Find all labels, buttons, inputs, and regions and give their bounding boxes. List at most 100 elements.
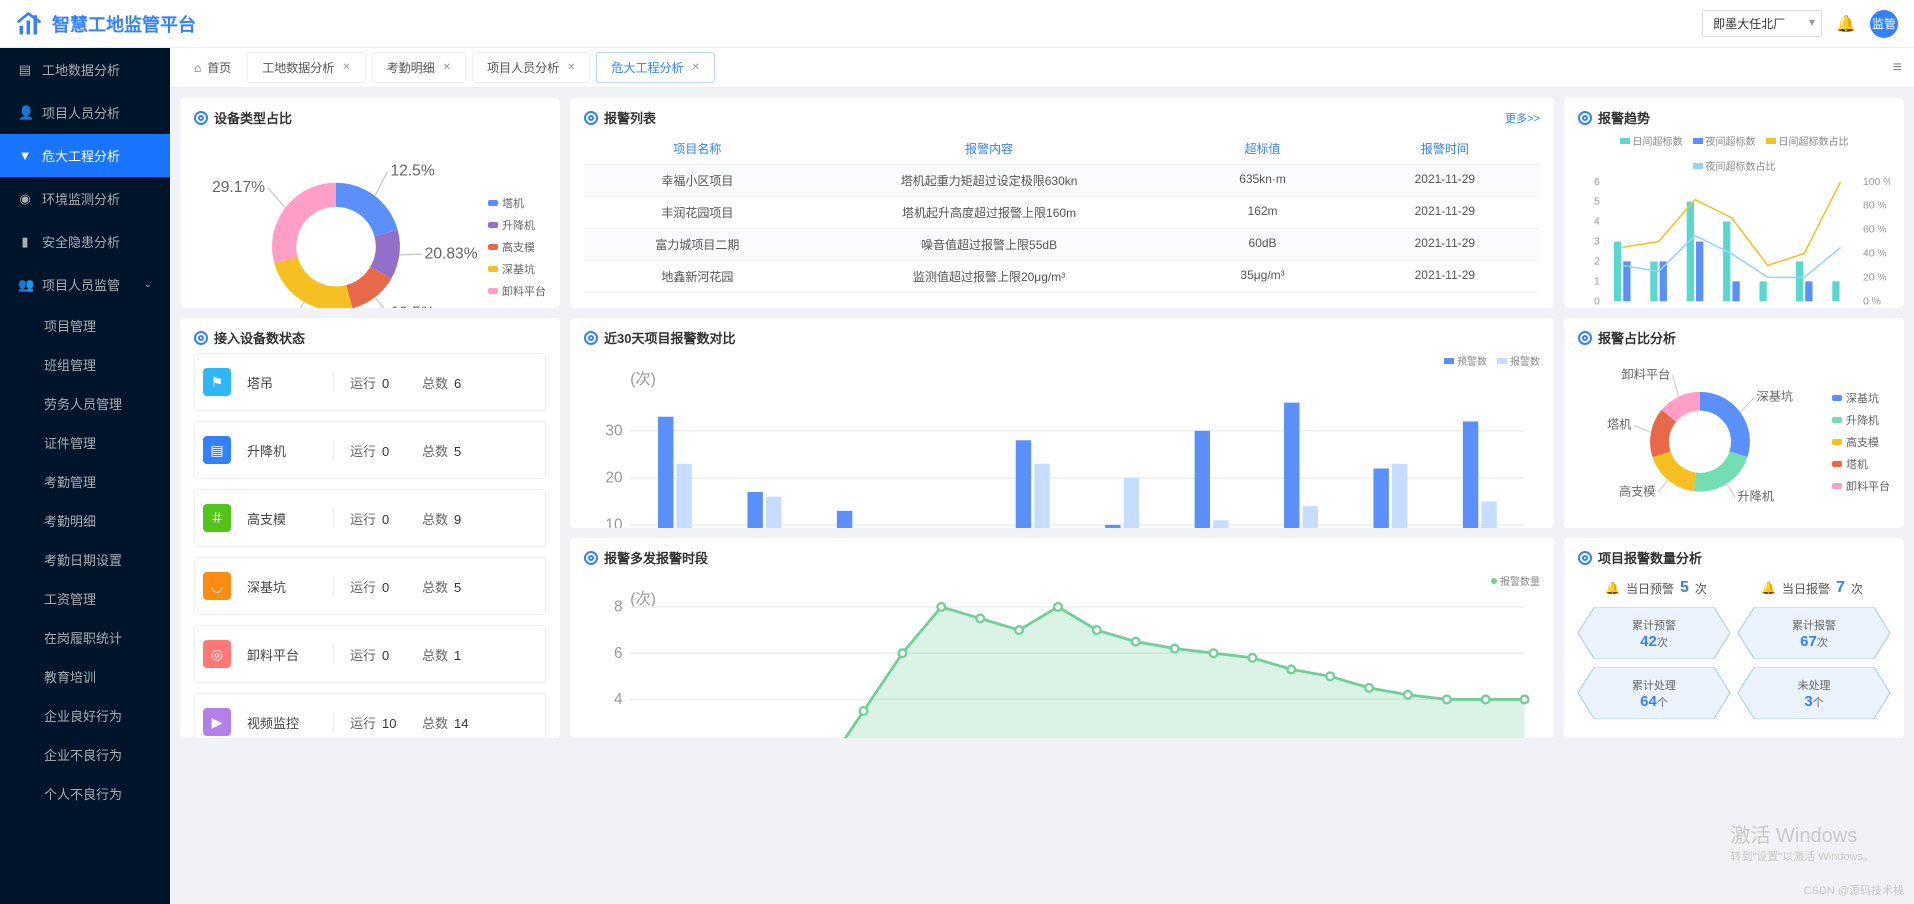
ring-icon xyxy=(584,331,598,345)
box-label: 累计预警 xyxy=(1632,617,1676,633)
table-cell: 地鑫新河花园 xyxy=(588,268,807,285)
ring-icon xyxy=(1578,111,1592,125)
device-row-深基坑[interactable]: ◡ 深基坑 运行0 总数5 xyxy=(194,557,546,615)
tab-危大工程分析[interactable]: 危大工程分析✕ xyxy=(596,52,714,83)
legend-dot xyxy=(1832,483,1842,489)
run-label: 运行0 xyxy=(350,577,406,596)
card-title-text: 报警趋势 xyxy=(1598,108,1650,127)
svg-text:8: 8 xyxy=(614,599,623,616)
sidebar-sub-企业不良行为[interactable]: 企业不良行为 xyxy=(0,735,170,774)
table-cell: 幸福小区项目 xyxy=(588,172,807,189)
table-row[interactable]: 丰润花园项目塔机起升高度超过报警上限160m162m2021-11-29 xyxy=(584,197,1540,229)
card-title-text: 近30天项目报警数对比 xyxy=(604,328,735,347)
legend-dot xyxy=(1444,358,1454,364)
close-icon[interactable]: ✕ xyxy=(342,62,350,73)
svg-text:0 %: 0 % xyxy=(1863,296,1881,307)
sidebar-sub-工资管理[interactable]: 工资管理 xyxy=(0,579,170,618)
sidebar-sub-在岗履职统计[interactable]: 在岗履职统计 xyxy=(0,618,170,657)
card-title-text: 设备类型占比 xyxy=(214,108,292,127)
legend-dot xyxy=(1832,439,1842,445)
svg-text:40 %: 40 % xyxy=(1863,249,1887,260)
svg-text:(次): (次) xyxy=(630,590,656,608)
table-cell: 塔机起升高度超过报警上限160m xyxy=(807,204,1172,221)
close-icon[interactable]: ✕ xyxy=(692,62,700,73)
count-box-累计处理: 累计处理 64个 xyxy=(1578,667,1730,719)
table-header: 项目名称 xyxy=(588,140,807,157)
sidebar-sub-企业良好行为[interactable]: 企业良好行为 xyxy=(0,696,170,735)
legend-label: 预警数 xyxy=(1457,353,1487,368)
legend-dot xyxy=(1832,417,1842,423)
card-device-ratio: 设备类型占比 12.5%20.83%12.5%25%29.17% 塔机升降机高支… xyxy=(180,98,560,308)
tab-label: 项目人员分析 xyxy=(487,59,559,76)
sidebar-item-项目人员分析[interactable]: 👤项目人员分析 xyxy=(0,91,170,134)
legend-label: 夜间超标数 xyxy=(1706,133,1756,148)
device-row-视频监控[interactable]: ▶ 视频监控 运行10 总数14 xyxy=(194,693,546,738)
total-value: 14 xyxy=(454,716,478,731)
legend-dot xyxy=(1620,138,1630,144)
box-label: 累计报警 xyxy=(1792,617,1836,633)
sidebar-item-安全隐患分析[interactable]: ▮安全隐患分析 xyxy=(0,220,170,263)
sidebar-sub-教育培训[interactable]: 教育培训 xyxy=(0,657,170,696)
close-icon[interactable]: ✕ xyxy=(567,62,575,73)
device-row-塔吊[interactable]: ⚑ 塔吊 运行0 总数6 xyxy=(194,353,546,411)
sidebar-sub-劳务人员管理[interactable]: 劳务人员管理 xyxy=(0,384,170,423)
sidebar-item-工地数据分析[interactable]: ▤工地数据分析 xyxy=(0,48,170,91)
sidebar-item-label: 项目人员监管 xyxy=(42,275,120,294)
sidebar-item-label: 安全隐患分析 xyxy=(42,232,120,251)
sidebar-sub-个人不良行为[interactable]: 个人不良行为 xyxy=(0,774,170,813)
card-bar30: 近30天项目报警数对比 预警数报警数 (次)0102030凤凰星辰丰润花园期富力… xyxy=(570,318,1554,528)
project-select[interactable]: 即墨大任北厂 xyxy=(1702,10,1822,37)
legend-item: 塔机 xyxy=(488,195,546,211)
table-row[interactable]: 地鑫新河花园监测值超过报警上限20μg/m³35μg/m³2021-11-29 xyxy=(584,261,1540,293)
table-cell: 60dB xyxy=(1171,236,1353,253)
legend-item: 深基坑 xyxy=(1832,390,1890,406)
sidebar-sub-证件管理[interactable]: 证件管理 xyxy=(0,423,170,462)
device-name: 卸料平台 xyxy=(247,645,317,664)
table-header: 报警内容 xyxy=(807,140,1172,157)
table-cell: 塔机起重力矩超过设定极限630kn xyxy=(807,172,1172,189)
box-value: 67 xyxy=(1800,633,1817,650)
table-row[interactable]: 富力城项目二期噪音值超过报警上限55dB60dB2021-11-29 xyxy=(584,229,1540,261)
sidebar-sub-班组管理[interactable]: 班组管理 xyxy=(0,345,170,384)
legend-label: 深基坑 xyxy=(502,261,535,277)
more-link[interactable]: 更多>> xyxy=(1505,110,1540,126)
tab-考勤明细[interactable]: 考勤明细✕ xyxy=(372,52,466,83)
device-row-高支模[interactable]: ＃ 高支模 运行0 总数9 xyxy=(194,489,546,547)
table-row[interactable]: 幸福小区项目塔机起重力矩超过设定极限630kn635kn·m2021-11-29 xyxy=(584,165,1540,197)
sidebar-item-项目人员监管[interactable]: 👥项目人员监管⌄ xyxy=(0,263,170,306)
device-row-卸料平台[interactable]: ◎ 卸料平台 运行0 总数1 xyxy=(194,625,546,683)
logo-icon xyxy=(16,10,44,38)
sidebar-item-环境监测分析[interactable]: ◉环境监测分析 xyxy=(0,177,170,220)
tab-项目人员分析[interactable]: 项目人员分析 ✕ xyxy=(472,52,590,83)
close-icon[interactable]: ✕ xyxy=(443,62,451,73)
tab-工地数据分析[interactable]: 工地数据分析✕ xyxy=(247,52,365,83)
avatar[interactable]: 监管 xyxy=(1870,10,1898,38)
ring-icon xyxy=(1578,551,1592,565)
legend-dot xyxy=(1693,138,1703,144)
svg-text:12.5%: 12.5% xyxy=(390,163,434,180)
tab-home[interactable]: ⌂ 首页 xyxy=(182,53,243,82)
card-timeline: 报警多发报警时段 报警数量 (次)0246800:0002:0004:0006:… xyxy=(570,538,1554,738)
sidebar-sub-考勤管理[interactable]: 考勤管理 xyxy=(0,462,170,501)
logo: 智慧工地监管平台 xyxy=(16,10,196,38)
table-cell: 富力城项目二期 xyxy=(588,236,807,253)
ring-icon xyxy=(1578,331,1592,345)
legend-label: 升降机 xyxy=(1846,412,1879,428)
sidebar-item-危大工程分析[interactable]: ▼危大工程分析 xyxy=(0,134,170,177)
bell-icon[interactable]: 🔔 xyxy=(1836,14,1856,34)
legend-item: 卸料平台 xyxy=(1832,478,1890,494)
run-value: 0 xyxy=(382,444,406,459)
menu-icon[interactable]: ≡ xyxy=(1893,59,1902,77)
run-label: 运行0 xyxy=(350,509,406,528)
sidebar-sub-考勤日期设置[interactable]: 考勤日期设置 xyxy=(0,540,170,579)
total-label: 总数6 xyxy=(422,373,478,392)
card-alarm-pct: 报警占比分析 深基坑升降机高支模塔机卸料平台 深基坑升降机高支模塔机卸料平台 xyxy=(1564,318,1904,528)
legend-dot xyxy=(488,288,498,294)
svg-text:80 %: 80 % xyxy=(1863,201,1887,212)
sidebar-sub-项目管理[interactable]: 项目管理 xyxy=(0,306,170,345)
device-row-升降机[interactable]: ▤ 升降机 运行0 总数5 xyxy=(194,421,546,479)
legend-dot xyxy=(488,200,498,206)
box-value: 64 xyxy=(1640,693,1657,710)
sidebar-sub-考勤明细[interactable]: 考勤明细 xyxy=(0,501,170,540)
stat-unit: 次 xyxy=(1851,580,1863,597)
